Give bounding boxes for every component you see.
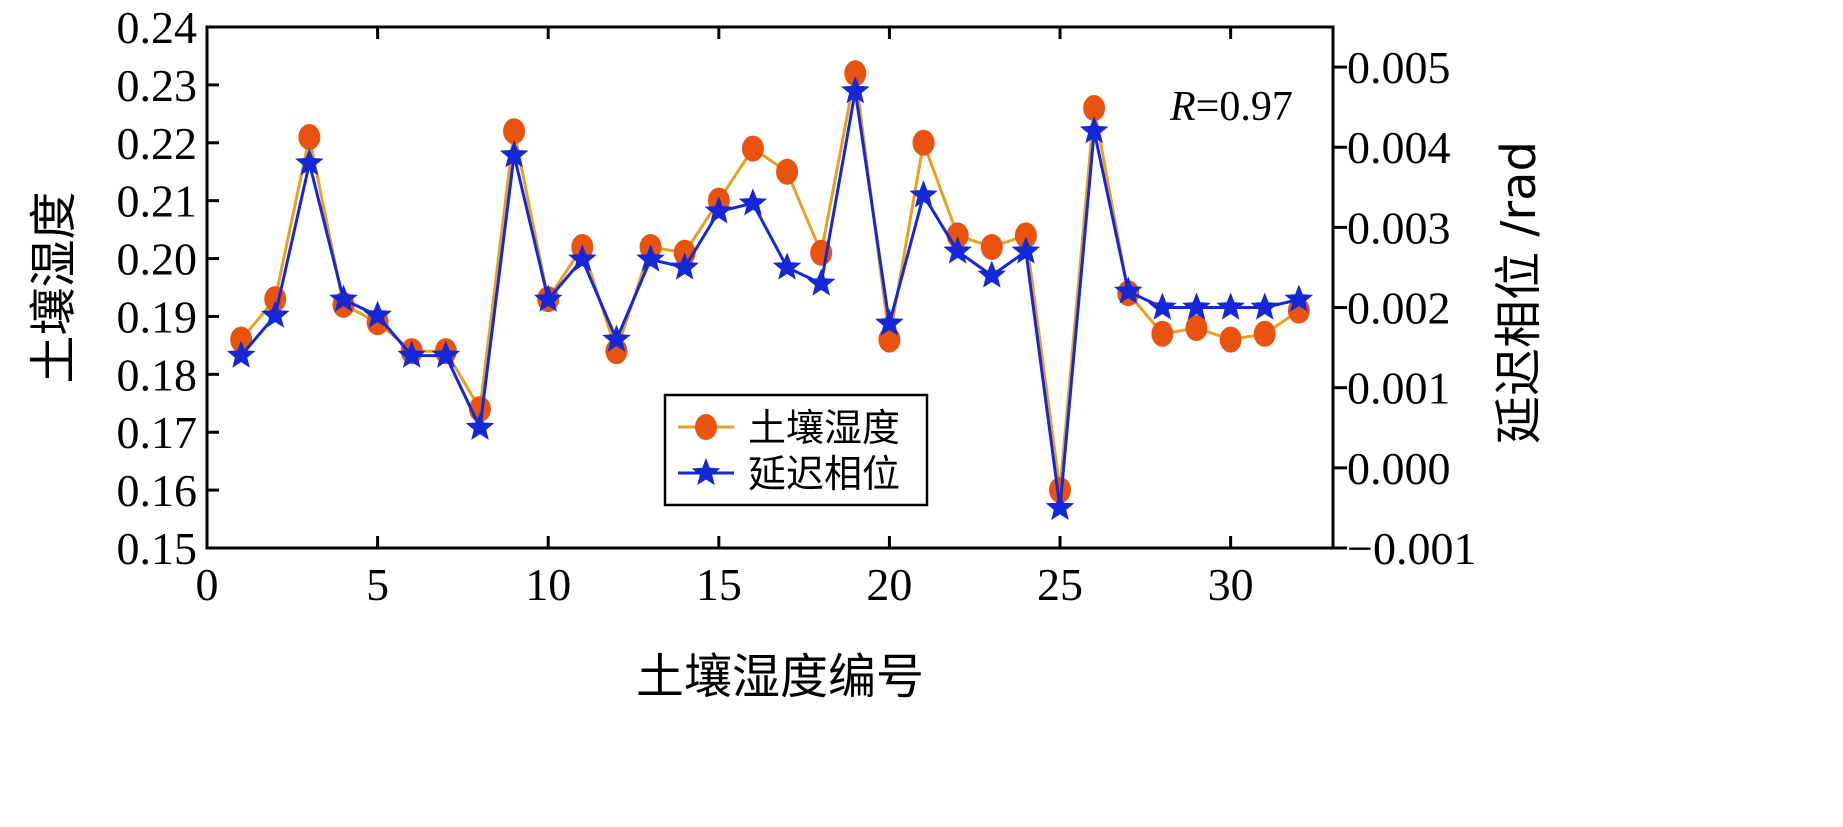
series-2-point: [670, 252, 699, 280]
x-tick-label: 10: [525, 559, 571, 610]
legend-marker-2: [691, 458, 721, 486]
legend-marker-1: [695, 414, 717, 440]
series-2-point: [397, 340, 426, 368]
series-2-point: [841, 76, 870, 104]
series-1-point: [1219, 326, 1242, 353]
series-2-point: [1079, 116, 1109, 144]
series-2-point: [1148, 292, 1177, 320]
y-tick-label: 0.19: [117, 291, 198, 342]
y-tick-label: 0.18: [117, 349, 198, 400]
y-tick-label: 0.24: [117, 2, 198, 53]
series-2-point: [261, 300, 290, 328]
series-2-point: [738, 188, 768, 216]
y-tick-label: 0.22: [117, 118, 198, 169]
series-1-point: [1083, 95, 1106, 122]
series-2-point: [329, 284, 358, 312]
x-tick-label: 0: [196, 559, 219, 610]
x-axis-title: 土壤湿度编号: [636, 649, 924, 705]
series-2-point: [363, 300, 392, 328]
series-2-point: [875, 308, 904, 336]
series-2-point: [704, 196, 734, 224]
series-2-point: [977, 260, 1007, 288]
series-2-point: [465, 412, 495, 440]
series-1-point: [912, 129, 935, 156]
series-1-point: [298, 123, 321, 150]
series-2-point: [1114, 276, 1143, 304]
series-2-point: [909, 180, 938, 208]
y-tick-label: 0.21: [117, 176, 198, 227]
series-1-point: [230, 326, 253, 353]
series-2-point: [1216, 292, 1245, 320]
y-tick-label: 0.23: [117, 60, 198, 111]
series-2-point: [1284, 284, 1314, 312]
series-1-point: [980, 233, 1003, 260]
series-1-point: [1151, 320, 1174, 347]
y2-axis-title: 延迟相位 /rad: [1491, 141, 1547, 444]
y2-tick-label: 0.001: [1347, 363, 1451, 414]
series-1-point: [1049, 477, 1072, 504]
series-2-point: [295, 148, 324, 176]
y-tick-label: 0.17: [117, 407, 198, 458]
series-2-point: [1011, 236, 1041, 264]
x-tick-label: 30: [1208, 559, 1254, 610]
series-2-point: [602, 324, 631, 352]
series-1-point: [503, 118, 526, 145]
x-tick-label: 15: [696, 559, 742, 610]
series-2-point: [1045, 492, 1075, 521]
legend-label-1: 土壤湿度: [748, 406, 900, 450]
series-2-point: [772, 252, 802, 280]
y-tick-label: 0.15: [117, 523, 198, 574]
y2-tick-label: −0.001: [1347, 523, 1476, 574]
series-2-point: [431, 340, 461, 368]
y2-tick-label: 0.000: [1347, 443, 1451, 494]
plot-frame: [205, 25, 1335, 550]
series-1-point: [1185, 315, 1208, 342]
series-2-point: [943, 236, 972, 264]
y-tick-label: 0.20: [117, 234, 198, 285]
legend-label-2: 延迟相位: [748, 452, 900, 496]
series-2-point: [1250, 292, 1279, 320]
series-2-point: [568, 244, 597, 272]
y-axis-title: 土壤湿度: [26, 191, 82, 383]
series-2-point: [806, 268, 836, 296]
series-1-point: [776, 158, 799, 185]
series-2-point: [533, 284, 563, 312]
y2-tick-label: 0.004: [1347, 122, 1451, 173]
y2-tick-label: 0.002: [1347, 283, 1451, 334]
series-1-point: [844, 60, 867, 87]
x-tick-label: 20: [866, 559, 912, 610]
annotation-r: R=0.97: [1169, 84, 1293, 130]
y-tick-label: 0.16: [117, 465, 198, 516]
series-1-point: [1253, 320, 1276, 347]
x-tick-label: 25: [1037, 559, 1083, 610]
series-2-point: [1182, 292, 1211, 320]
series-1-point: [1014, 222, 1037, 249]
x-tick-label: 5: [366, 559, 389, 610]
series-2-point: [226, 340, 256, 368]
legend-box: [663, 393, 929, 507]
series-1-point: [741, 135, 764, 162]
y2-tick-label: 0.003: [1347, 202, 1451, 253]
series-2-point: [499, 140, 529, 168]
series-1-point: [878, 326, 901, 353]
series-2-point: [636, 244, 665, 272]
y2-tick-label: 0.005: [1347, 42, 1451, 93]
